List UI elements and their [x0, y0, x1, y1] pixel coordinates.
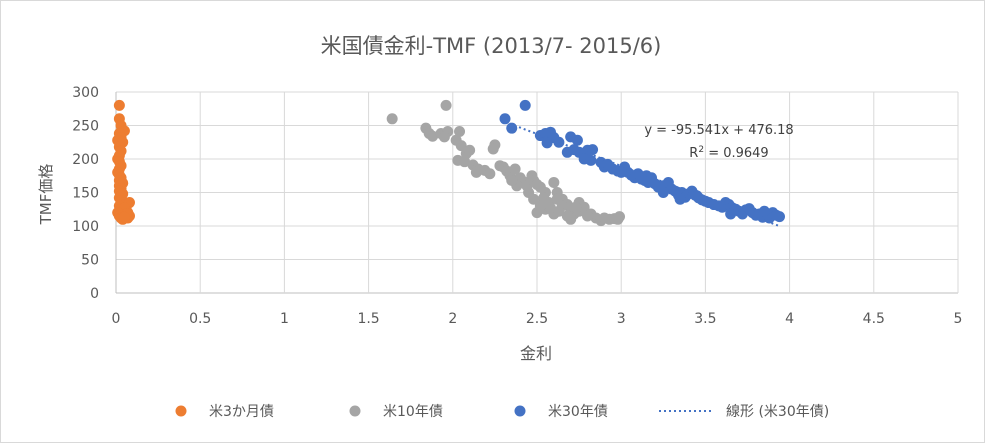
- data-points: [112, 99, 785, 227]
- y-axis-label: TMF価格: [37, 164, 55, 226]
- trendline: [504, 120, 780, 228]
- point-series-3: [657, 187, 669, 198]
- trendline-group: [504, 120, 780, 228]
- legend-marker: [175, 405, 187, 417]
- point-series-3: [571, 134, 583, 146]
- point-series-2: [582, 210, 594, 222]
- point-series-3: [725, 208, 737, 220]
- x-axis-label: 金利: [520, 344, 552, 363]
- point-series-2: [544, 202, 556, 214]
- point-series-3: [553, 136, 565, 148]
- point-series-3: [758, 205, 770, 217]
- point-series-2: [487, 143, 499, 155]
- point-series-2: [509, 163, 521, 175]
- point-series-2: [548, 176, 560, 188]
- point-series-2: [506, 174, 518, 186]
- y-axis-ticks: 0 50 100 150 200 250 300: [72, 85, 99, 302]
- y-tick-label: 300: [72, 85, 99, 101]
- point-series-3: [615, 166, 627, 178]
- x-tick-label: 4: [785, 311, 794, 327]
- point-series-2: [459, 156, 471, 168]
- legend: 米3か月債 米10年債 米30年債 線形 (米30年債): [175, 404, 829, 420]
- y-tick-label: 150: [72, 186, 99, 202]
- point-series-2: [438, 131, 450, 143]
- legend-label: 米3か月債: [209, 404, 274, 420]
- x-tick-label: 3.5: [694, 311, 716, 327]
- x-tick-label: 0: [112, 311, 121, 327]
- point-series-2: [612, 213, 624, 225]
- y-tick-label: 50: [81, 253, 99, 269]
- point-series-3: [674, 193, 686, 205]
- legend-marker: [349, 405, 361, 417]
- point-series-2: [551, 193, 563, 205]
- point-series-3: [773, 211, 785, 223]
- point-series-2: [454, 126, 466, 138]
- x-tick-label: 2.5: [526, 311, 548, 327]
- point-series-2: [440, 99, 452, 111]
- trendline-r-squared: R2 = 0.9649: [689, 145, 768, 161]
- point-series-2: [484, 168, 496, 180]
- point-series-1: [118, 211, 130, 223]
- point-series-3: [506, 122, 518, 134]
- legend-label: 線形 (米30年債): [726, 404, 829, 420]
- point-series-3: [541, 137, 553, 149]
- point-series-1: [113, 99, 125, 111]
- trendline-equation: y = -95.541x + 476.18: [644, 123, 793, 138]
- legend-marker: [514, 405, 526, 417]
- point-series-2: [528, 193, 540, 205]
- point-series-3: [561, 146, 573, 158]
- point-series-2: [561, 210, 573, 222]
- point-series-2: [455, 140, 467, 152]
- point-series-3: [519, 99, 531, 111]
- point-series-2: [427, 130, 439, 142]
- y-tick-label: 0: [90, 286, 99, 302]
- y-tick-label: 100: [72, 219, 99, 235]
- point-series-3: [587, 144, 599, 156]
- x-tick-label: 4.5: [863, 311, 885, 327]
- point-series-3: [499, 113, 511, 125]
- point-series-2: [534, 200, 546, 212]
- point-series-2: [553, 205, 565, 217]
- x-tick-label: 5: [954, 311, 963, 327]
- legend-label: 米30年債: [548, 404, 608, 420]
- point-series-2: [464, 144, 476, 156]
- y-tick-label: 250: [72, 119, 99, 135]
- x-axis-ticks: 0 0.5 1 1.5 2 2.5 3 3.5 4 4.5 5: [112, 311, 963, 327]
- legend-label: 米10年債: [383, 404, 443, 420]
- x-tick-label: 1: [280, 311, 289, 327]
- point-series-2: [386, 113, 398, 125]
- x-tick-label: 1.5: [357, 311, 379, 327]
- chart-title: 米国債金利-TMF (2013/7- 2015/6): [321, 34, 662, 58]
- x-tick-label: 0.5: [189, 311, 211, 327]
- point-series-3: [585, 154, 597, 166]
- x-tick-label: 3: [617, 311, 626, 327]
- point-series-2: [570, 201, 582, 213]
- gridlines: [115, 91, 959, 294]
- x-tick-label: 2: [448, 311, 457, 327]
- y-tick-label: 200: [72, 152, 99, 168]
- point-series-2: [470, 166, 482, 178]
